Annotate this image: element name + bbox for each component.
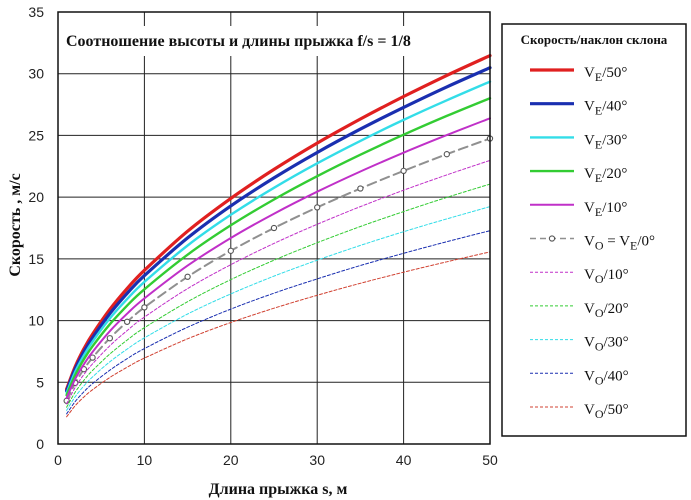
series-line-4	[65, 117, 491, 399]
series-line-7	[66, 183, 491, 408]
y-tick-label: 0	[36, 436, 44, 452]
series-marker	[123, 318, 131, 325]
x-tick-label: 40	[396, 452, 412, 468]
legend-label: VE/40°	[584, 99, 627, 118]
series-line-9	[66, 230, 491, 415]
y-tick-labels: 0 5 10 15 20 25 30 35	[28, 4, 44, 452]
y-tick-label: 25	[28, 127, 44, 143]
series-marker	[227, 247, 234, 254]
legend-label: VO/10°	[584, 267, 629, 286]
x-tick-label: 20	[223, 452, 239, 468]
series-line-1	[65, 66, 492, 393]
y-axis-title: Скорость , м/с	[7, 173, 24, 276]
y-tick-label: 35	[28, 4, 44, 20]
legend-label: VE/30°	[584, 132, 627, 151]
y-tick-label: 20	[28, 189, 44, 205]
legend-marker	[548, 235, 556, 242]
y-tick-label: 10	[28, 313, 44, 329]
series-marker	[357, 185, 364, 192]
x-tick-label: 0	[54, 452, 62, 468]
legend-items: VE/50° VE/40° VE/30° VE/20° VE/10° VO = VE/0°…	[530, 65, 655, 421]
legend-label: VE/20°	[584, 166, 627, 185]
x-tick-labels: 0 10 20 30 40 50	[54, 452, 498, 468]
x-tick-label: 10	[137, 452, 153, 468]
series-line-3	[65, 97, 492, 397]
series-marker	[184, 273, 191, 280]
legend-label: VO/30°	[584, 335, 629, 354]
legend-label: VO = VE/0°	[584, 234, 655, 253]
series-marker	[106, 335, 113, 342]
legend-label: VE/10°	[584, 200, 627, 219]
x-axis-title: Длина прыжка s, м	[209, 481, 348, 498]
plot-frame	[57, 11, 491, 445]
legend: Скорость/наклон склона VE/50° VE/40° VE/30…	[501, 23, 687, 437]
series-line-8	[66, 206, 491, 411]
series-marker	[314, 204, 321, 211]
series-marker	[89, 354, 96, 361]
series-line-6	[66, 159, 491, 405]
series-marker	[270, 224, 278, 232]
chart-title-background	[62, 26, 442, 56]
y-tick-label: 15	[28, 251, 44, 267]
series-group	[63, 54, 494, 418]
legend-label: VO/50°	[584, 402, 629, 421]
series-marker	[141, 304, 148, 311]
series-line-10	[66, 251, 491, 418]
series-line-2	[65, 80, 492, 394]
legend-label: VO/40°	[584, 368, 629, 387]
legend-box	[501, 23, 687, 437]
x-tick-label: 50	[482, 452, 498, 468]
series-marker	[443, 151, 450, 158]
legend-label: VO/20°	[584, 301, 629, 320]
legend-label: VE/50°	[584, 65, 627, 84]
series-marker	[400, 167, 407, 175]
series-line-0	[65, 54, 492, 391]
chart-title: Соотношение высоты и длины прыжка f/s = …	[66, 33, 411, 50]
y-tick-label: 5	[36, 374, 44, 390]
x-tick-label: 30	[309, 452, 325, 468]
y-tick-label: 30	[28, 66, 44, 82]
legend-title: Скорость/наклон склона	[521, 32, 668, 47]
